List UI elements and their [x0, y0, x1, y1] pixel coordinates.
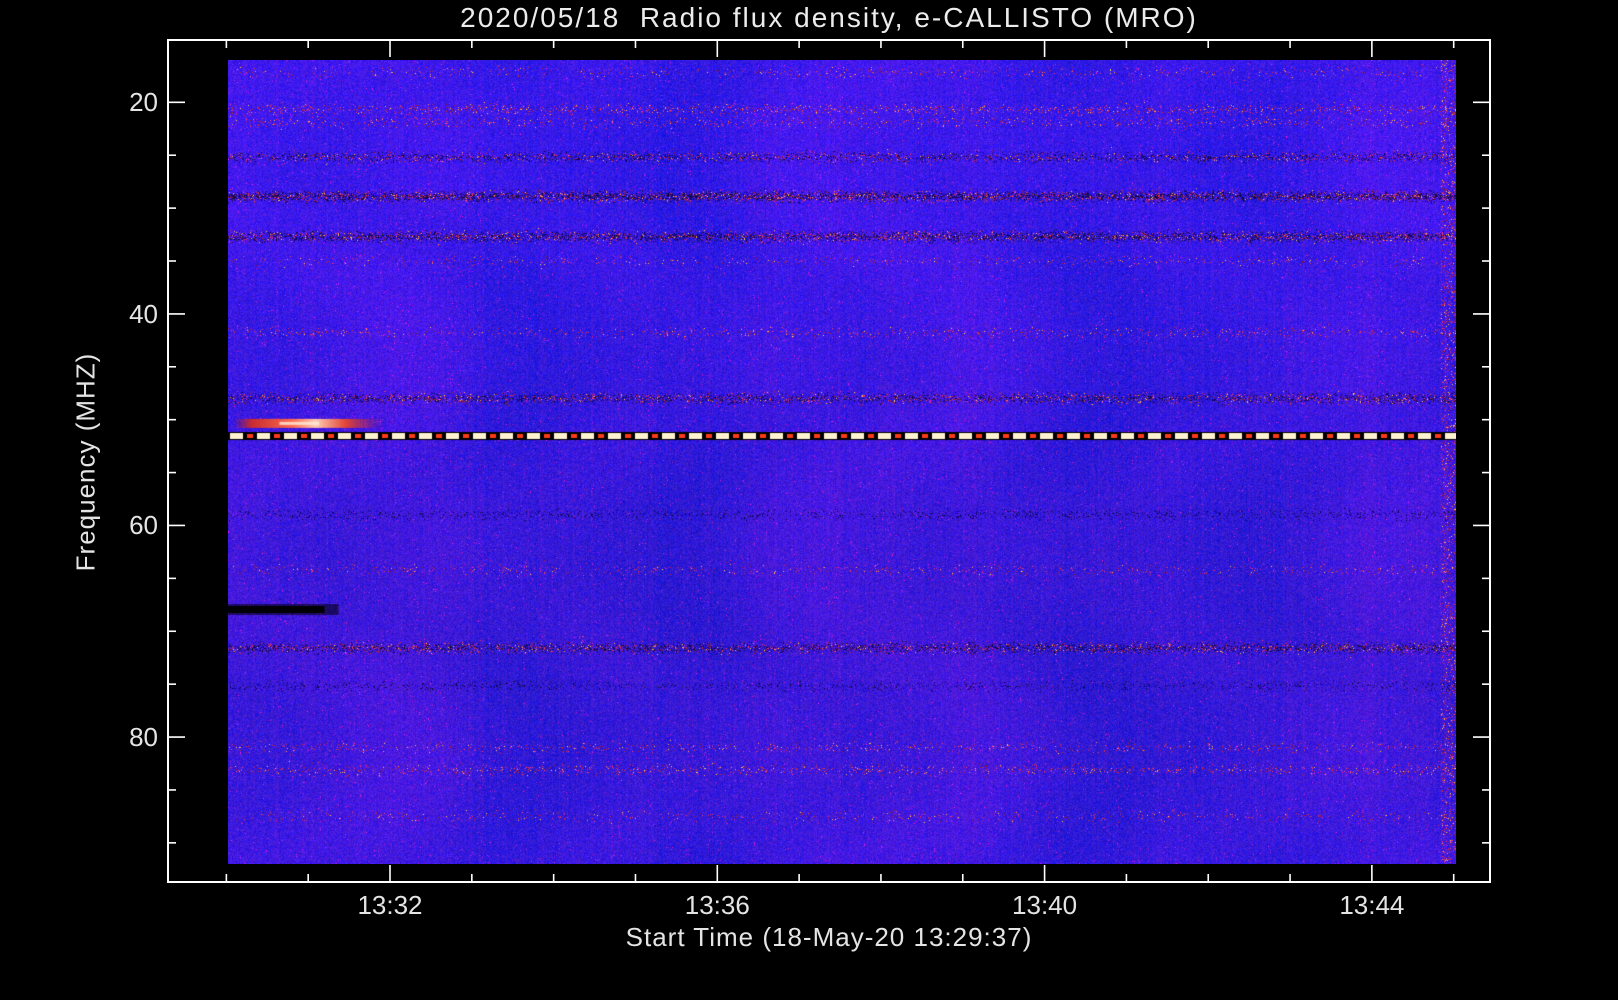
- x-tick-label: 13:40: [1012, 890, 1078, 920]
- y-tick-label: 20: [129, 87, 158, 118]
- x-tick-label: 13:44: [1339, 890, 1405, 920]
- x-axis-label: Start Time (18-May-20 13:29:37): [625, 922, 1033, 952]
- plot-frame: [167, 39, 1491, 883]
- spectrogram-canvas: [228, 60, 1456, 864]
- y-tick-label: 60: [129, 510, 158, 541]
- x-tick-label: 13:36: [684, 890, 750, 920]
- y-axis-label: Frequency (MHZ): [70, 352, 101, 572]
- chart-title: 2020/05/18 Radio flux density, e-CALLIST…: [460, 2, 1198, 33]
- y-tick-label: 40: [129, 298, 158, 329]
- y-tick-label: 80: [129, 722, 158, 753]
- x-tick-label: 13:32: [357, 890, 423, 920]
